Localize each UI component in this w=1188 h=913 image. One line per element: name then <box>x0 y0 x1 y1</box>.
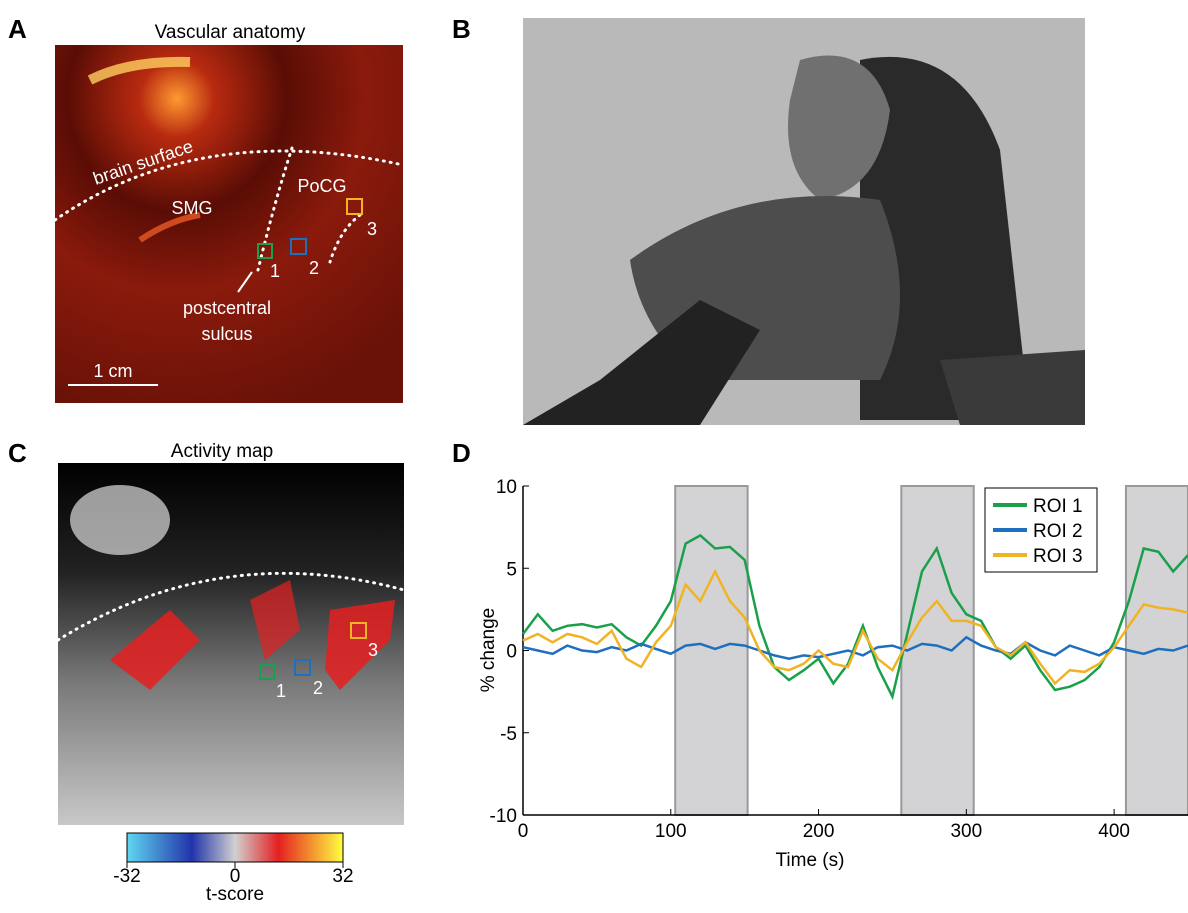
sulcus-line <box>328 213 362 264</box>
bright-region <box>70 485 170 555</box>
y-tick-label: -5 <box>500 724 517 745</box>
vascular-image <box>55 45 403 403</box>
sulcus-line <box>256 146 294 272</box>
panel-letter: C <box>8 438 27 468</box>
annotation: sulcus <box>201 324 252 344</box>
legend-label: ROI 2 <box>1033 521 1083 542</box>
surface-line <box>56 571 406 642</box>
surface-line <box>53 149 405 222</box>
vessel <box>138 212 201 243</box>
x-tick-label: 100 <box>655 821 687 842</box>
annotation: postcentral <box>183 298 271 318</box>
roi-box <box>346 198 363 215</box>
panel-letter: B <box>452 14 471 44</box>
roi-box <box>294 659 311 676</box>
x-tick-label: 400 <box>1098 821 1130 842</box>
roi-box <box>290 238 307 255</box>
activation <box>250 580 300 660</box>
chair <box>860 56 1030 421</box>
x-tick-label: 300 <box>950 821 982 842</box>
roi-box <box>259 664 275 680</box>
colorbar-label: t-score <box>206 884 264 905</box>
panel-letter: D <box>452 438 471 468</box>
colorbar <box>126 832 344 863</box>
roi-box <box>350 622 367 639</box>
series-line <box>522 568 1188 686</box>
equipment <box>940 350 1085 425</box>
series-line <box>522 635 1188 660</box>
x-axis-label: Time (s) <box>776 850 845 871</box>
panel-title: Vascular anatomy <box>155 22 306 43</box>
panel-title: Activity map <box>171 441 273 462</box>
x-tick-label: 200 <box>803 821 835 842</box>
y-axis-label: % change <box>478 608 499 693</box>
annotation: SMG <box>171 198 212 218</box>
scale-label: 1 cm <box>93 361 132 381</box>
colorbar-tick-label: 32 <box>332 866 353 887</box>
roi-box <box>257 243 273 259</box>
series-line <box>522 533 1188 701</box>
roi-number: 3 <box>368 640 378 660</box>
legend-label: ROI 1 <box>1033 496 1083 517</box>
panel-letter: A <box>8 14 27 44</box>
head <box>788 55 890 200</box>
vessel <box>87 56 191 85</box>
roi-number: 2 <box>313 678 323 698</box>
y-tick-label: 5 <box>506 559 517 580</box>
y-tick-label: 10 <box>496 477 517 498</box>
y-tick-label: 0 <box>506 642 517 663</box>
stimulus-block <box>900 485 975 816</box>
guitar <box>523 300 760 425</box>
arrow <box>237 271 253 293</box>
colorbar-tick-label: -32 <box>113 866 140 887</box>
roi-number: 3 <box>367 219 377 239</box>
legend-label: ROI 3 <box>1033 546 1083 567</box>
colorbar-tick-label: 0 <box>230 866 241 887</box>
activation <box>325 600 395 690</box>
roi-number: 1 <box>270 261 280 281</box>
y-tick-label: -10 <box>490 806 517 827</box>
stimulus-block <box>674 485 749 816</box>
x-tick-label: 0 <box>518 821 529 842</box>
roi-number: 1 <box>276 681 286 701</box>
roi-number: 2 <box>309 258 319 278</box>
activation <box>110 610 200 690</box>
annotation: PoCG <box>297 176 346 196</box>
